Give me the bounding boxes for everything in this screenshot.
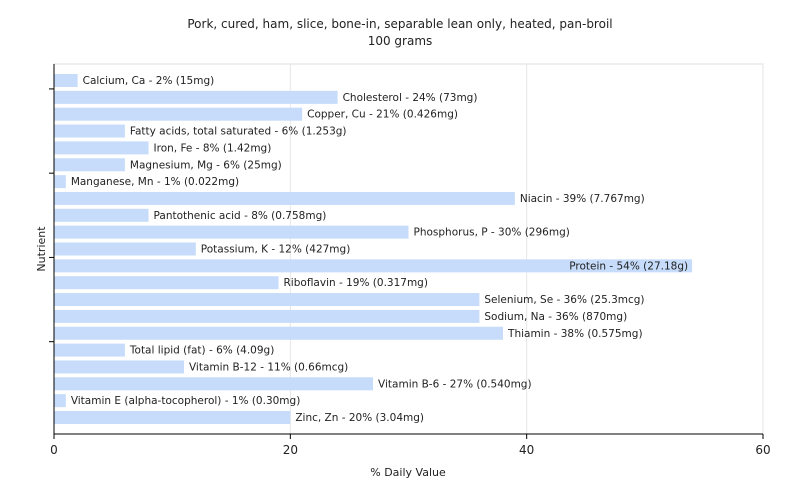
bar-label: Thiamin - 38% (0.575mg) <box>507 328 643 340</box>
x-axis-label: % Daily Value <box>370 466 446 479</box>
chart-subtitle: 100 grams <box>368 34 433 48</box>
y-axis-ticks <box>49 88 54 343</box>
bar <box>54 309 480 323</box>
y-axis-label: Nutrient <box>35 226 48 272</box>
bar-label: Protein - 54% (27.18g) <box>569 260 688 272</box>
bar-label: Vitamin B-12 - 11% (0.66mcg) <box>189 361 348 373</box>
bar-label: Cholesterol - 24% (73mg) <box>343 92 478 104</box>
bar <box>54 90 338 104</box>
bar <box>54 276 279 290</box>
bars-group <box>54 74 693 424</box>
bar <box>54 326 504 340</box>
bar <box>54 411 291 424</box>
bar <box>54 124 125 138</box>
bar <box>54 141 149 155</box>
bar-label: Sodium, Na - 36% (870mg) <box>484 311 627 323</box>
bar <box>54 377 374 391</box>
bar-label: Vitamin E (alpha-tocopherol) - 1% (0.30m… <box>71 395 300 407</box>
bar-label: Selenium, Se - 36% (25.3mcg) <box>484 294 644 306</box>
bar-label: Phosphorus, P - 30% (296mg) <box>414 227 570 239</box>
bar-label: Pantothenic acid - 8% (0.758mg) <box>154 210 327 222</box>
bar <box>54 225 409 239</box>
bar <box>54 74 78 87</box>
bar <box>54 175 66 189</box>
bar <box>54 158 125 172</box>
bar <box>54 259 693 273</box>
bar-label: Potassium, K - 12% (427mg) <box>201 244 351 256</box>
bar-label: Fatty acids, total saturated - 6% (1.253… <box>130 126 347 138</box>
bar-label: Magnesium, Mg - 6% (25mg) <box>130 159 282 171</box>
chart-title: Pork, cured, ham, slice, bone-in, separa… <box>187 17 612 31</box>
bar-label: Total lipid (fat) - 6% (4.09g) <box>129 345 274 357</box>
x-tick-label: 40 <box>519 443 534 457</box>
bar <box>54 107 303 121</box>
bar-label: Riboflavin - 19% (0.317mg) <box>284 277 428 289</box>
bar <box>54 293 480 307</box>
bar <box>54 343 125 357</box>
x-tick-label: 60 <box>755 443 770 457</box>
bar-label: Manganese, Mn - 1% (0.022mg) <box>71 176 239 188</box>
grid-lines <box>289 64 764 434</box>
bar <box>54 394 66 408</box>
x-tick-label: 20 <box>283 443 298 457</box>
bar-label: Calcium, Ca - 2% (15mg) <box>83 75 215 87</box>
bar <box>54 360 184 374</box>
bar-label: Vitamin B-6 - 27% (0.540mg) <box>378 378 532 390</box>
bar-label: Zinc, Zn - 20% (3.04mg) <box>295 412 424 424</box>
bar-label: Copper, Cu - 21% (0.426mg) <box>307 109 458 121</box>
x-axis-ticks: 0 20 40 60 <box>50 434 771 457</box>
bar-label: Niacin - 39% (7.767mg) <box>520 193 645 205</box>
bar <box>54 191 515 205</box>
bar-label: Iron, Fe - 8% (1.42mg) <box>154 142 272 154</box>
bar <box>54 208 149 222</box>
x-tick-label: 0 <box>50 443 58 457</box>
bar <box>54 242 196 256</box>
bar-labels-group: Calcium, Ca - 2% (15mg) Cholesterol - 24%… <box>71 75 688 424</box>
